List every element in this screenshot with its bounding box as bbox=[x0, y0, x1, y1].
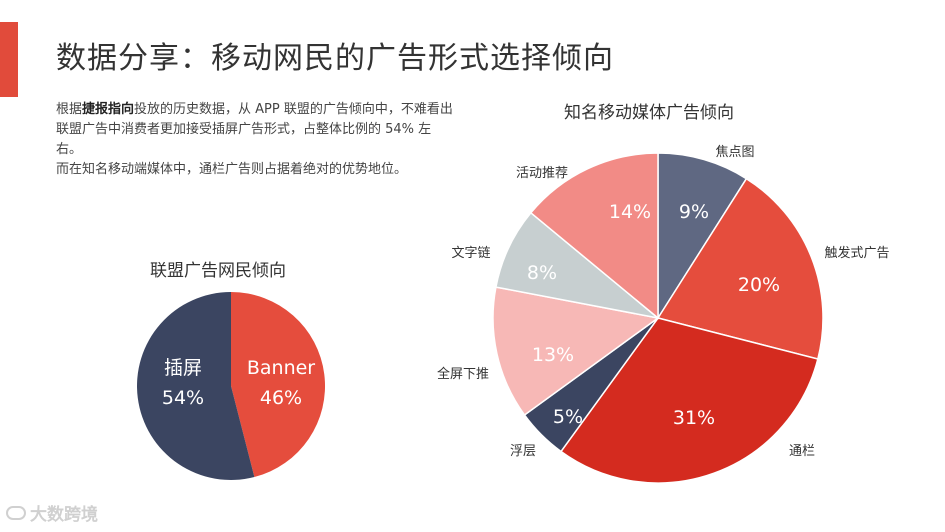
description-paragraph-1: 根据捷报指向投放的历史数据，从 APP 联盟的广告倾向中，不难看出联盟广告中消费… bbox=[56, 100, 456, 160]
chart1-slice-2 bbox=[137, 292, 255, 480]
logo-text: 大数跨境 bbox=[30, 505, 98, 525]
accent-bar bbox=[0, 22, 18, 97]
chart2-slice-1-value-label: 9% bbox=[679, 201, 709, 223]
chart2-slice-2-value-label: 20% bbox=[738, 274, 780, 296]
chart2-slice-1-category-label: 焦点图 bbox=[715, 145, 754, 160]
description-suffix: 投放的历史数据，从 APP 联盟的广告倾向中，不难看出联盟广告中消费者更加接受插… bbox=[56, 102, 453, 157]
chart2-slice-3-category-label: 通栏 bbox=[789, 444, 815, 459]
chart2-slice-5 bbox=[492, 286, 660, 417]
chart2-slice-6-category-label: 文字链 bbox=[451, 246, 490, 261]
chart2-slice-7-category-label: 活动推荐 bbox=[516, 166, 568, 181]
chart1-slice-2-label: 插屏 54% bbox=[162, 357, 204, 409]
description-highlight: 捷报指向 bbox=[82, 102, 135, 117]
alliance-chart-title: 联盟广告网民倾向 bbox=[150, 261, 286, 281]
chart1-slice-1-label: Banner 46% bbox=[247, 357, 315, 409]
description: 根据捷报指向投放的历史数据，从 APP 联盟的广告倾向中，不难看出联盟广告中消费… bbox=[56, 100, 456, 180]
chart2-slice-7-value-label: 14% bbox=[609, 201, 651, 223]
chart2-slice-3 bbox=[559, 317, 819, 484]
page-title: 数据分享：移动网民的广告形式选择倾向 bbox=[56, 41, 614, 76]
chart2-slice-4-value-label: 5% bbox=[553, 406, 583, 428]
chart2-slice-5-value-label: 13% bbox=[532, 344, 574, 366]
logo-icon bbox=[6, 505, 26, 520]
chart2-slice-4-category-label: 浮层 bbox=[510, 444, 536, 459]
chart2-slice-6-value-label: 8% bbox=[527, 262, 557, 284]
description-prefix: 根据 bbox=[56, 102, 83, 117]
chart2-slice-2 bbox=[656, 177, 824, 360]
chart2-slice-3-value-label: 31% bbox=[673, 407, 715, 429]
description-paragraph-2: 而在知名移动端媒体中，通栏广告则占据着绝对的优势地位。 bbox=[56, 162, 408, 177]
watermark-logo: 大数跨境 bbox=[6, 500, 98, 525]
chart2-slice-5-category-label: 全屏下推 bbox=[437, 366, 489, 382]
chart2-slice-2-category-label: 触发式广告 bbox=[824, 245, 889, 261]
media-chart-title: 知名移动媒体广告倾向 bbox=[564, 103, 734, 123]
chart1-slice-1 bbox=[231, 292, 326, 478]
chart2-slice-7 bbox=[529, 152, 659, 320]
chart2-slice-1 bbox=[657, 152, 748, 321]
